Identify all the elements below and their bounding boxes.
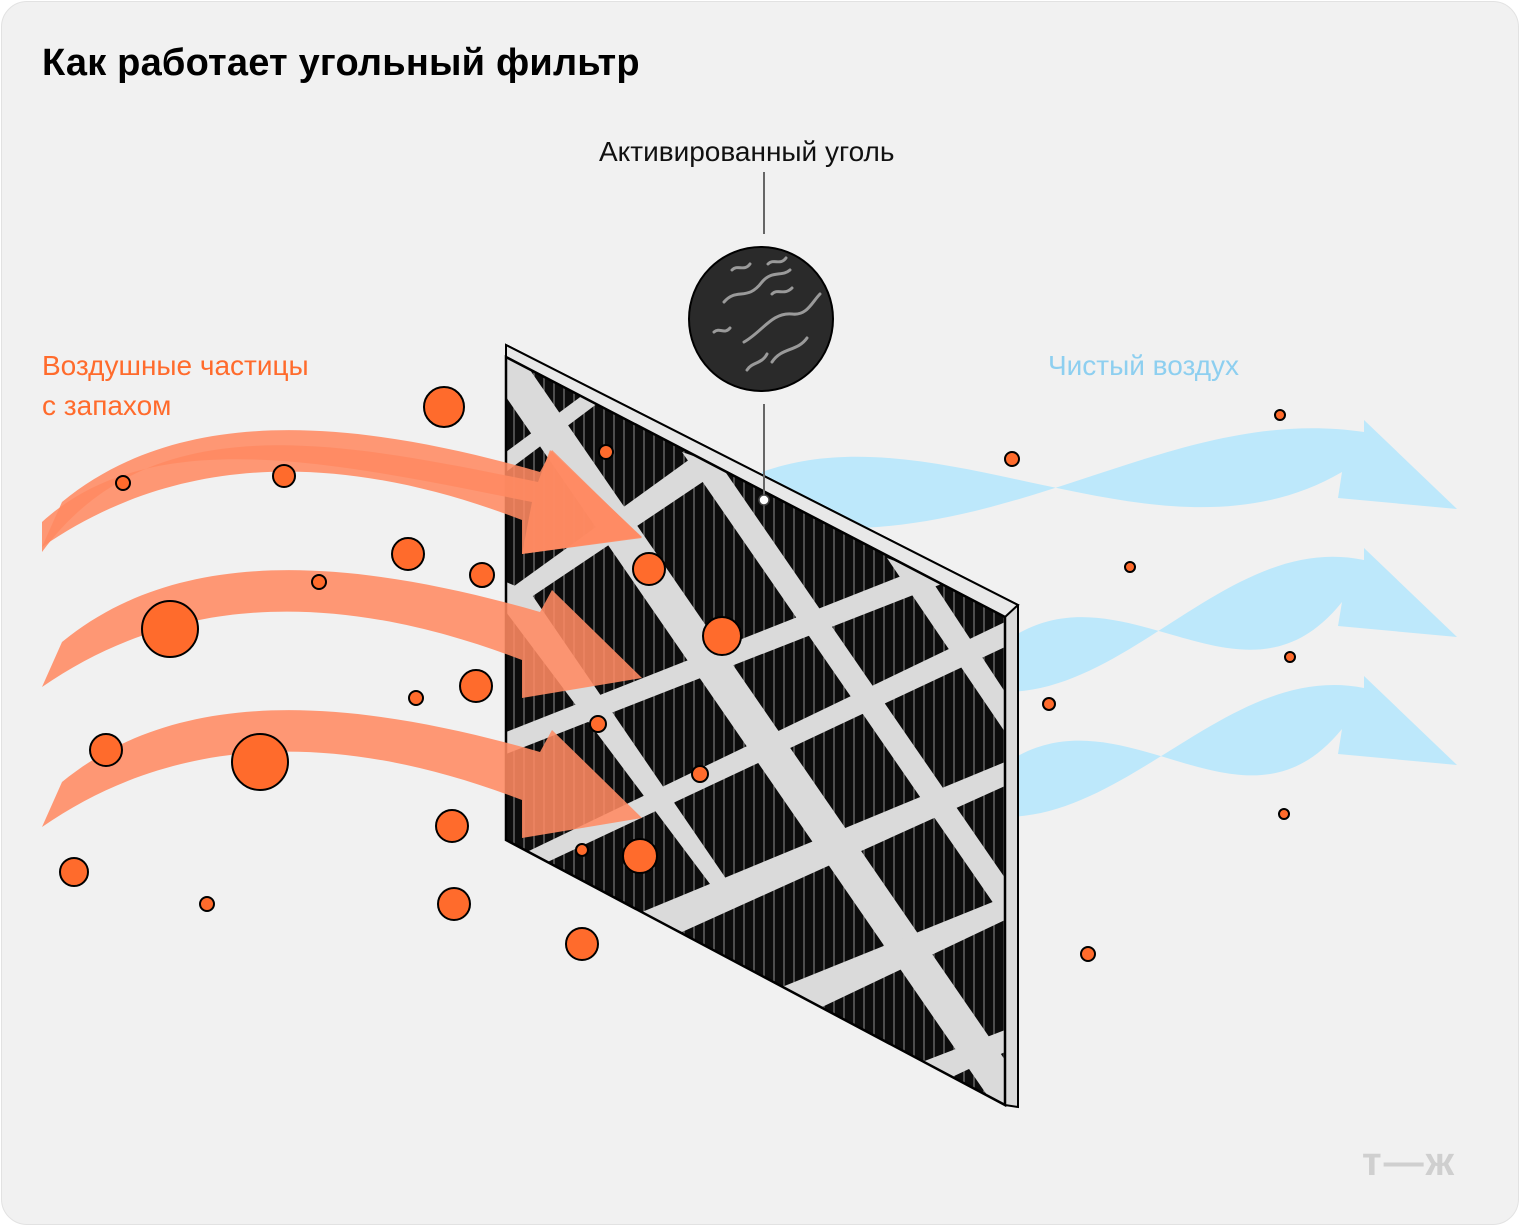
odor-particle	[311, 574, 327, 590]
odor-particle	[1124, 561, 1136, 573]
odor-particle	[459, 669, 493, 703]
odor-particle	[391, 537, 425, 571]
incoming-label-line-1: Воздушные частицы	[42, 350, 309, 381]
incoming-air-arrow-2	[42, 570, 642, 698]
odor-particle	[141, 600, 199, 658]
odor-particle	[691, 765, 709, 783]
odor-particle	[435, 809, 469, 843]
clean-air-label: Чистый воздух	[1048, 350, 1240, 381]
odor-particle	[589, 715, 607, 733]
activated-carbon-label: Активированный уголь	[599, 136, 895, 167]
odor-particle	[598, 444, 614, 460]
odor-particle	[1284, 651, 1296, 663]
clean-air-arrow	[1005, 548, 1457, 692]
odor-particle	[1274, 409, 1286, 421]
brand-logo: т—ж	[1362, 1140, 1456, 1184]
odor-particle	[1042, 697, 1056, 711]
activated-carbon-callout	[688, 172, 834, 506]
odor-particle	[702, 616, 742, 656]
odor-particle	[565, 927, 599, 961]
odor-particle	[59, 857, 89, 887]
incoming-air-arrow-3	[42, 710, 642, 838]
odor-particle	[272, 464, 296, 488]
page-title: Как работает угольный фильтр	[42, 42, 640, 84]
odor-particles	[59, 386, 1296, 962]
odor-particle	[231, 733, 289, 791]
odor-particle	[408, 690, 424, 706]
odor-particle	[575, 843, 589, 857]
odor-particle	[622, 838, 658, 874]
odor-particle	[199, 896, 215, 912]
odor-particle	[89, 733, 123, 767]
incoming-air-arrow-1	[42, 430, 642, 554]
carbon-filter	[504, 354, 1007, 1108]
clean-air-arrow	[762, 420, 1457, 529]
odor-particle	[423, 386, 465, 428]
odor-particle	[1278, 808, 1290, 820]
incoming-air-arrows	[42, 430, 642, 838]
odor-particle	[437, 887, 471, 921]
odor-particle	[632, 552, 666, 586]
incoming-label-line-2: с запахом	[42, 390, 172, 421]
clean-air-arrows	[762, 420, 1457, 817]
activated-carbon-zoom-icon	[688, 246, 834, 392]
odor-particle	[1080, 946, 1096, 962]
incoming-particles-label: Воздушные частицы с запахом	[42, 346, 309, 426]
odor-particle	[1004, 451, 1020, 467]
odor-particle	[115, 475, 131, 491]
clean-air-arrow	[1005, 676, 1457, 817]
odor-particle	[469, 562, 495, 588]
